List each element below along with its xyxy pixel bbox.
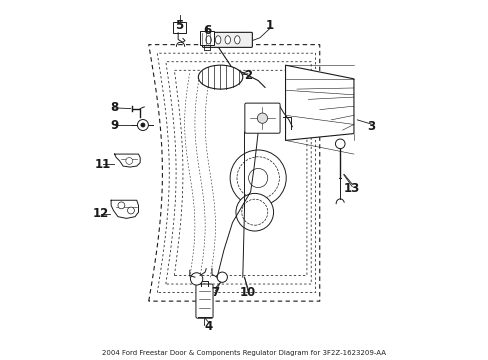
Text: 4: 4 (204, 320, 212, 333)
Circle shape (118, 202, 124, 209)
Text: 8: 8 (110, 102, 119, 114)
Circle shape (141, 123, 144, 127)
Circle shape (127, 207, 134, 214)
FancyBboxPatch shape (244, 103, 280, 133)
Ellipse shape (198, 65, 243, 89)
FancyBboxPatch shape (196, 284, 213, 318)
Text: 2004 Ford Freestar Door & Components Regulator Diagram for 3F2Z-1623209-AA: 2004 Ford Freestar Door & Components Reg… (102, 350, 386, 356)
Ellipse shape (205, 36, 211, 44)
Circle shape (236, 193, 273, 231)
Text: 12: 12 (93, 207, 109, 220)
Circle shape (335, 139, 345, 149)
Circle shape (257, 113, 267, 123)
FancyBboxPatch shape (199, 31, 214, 45)
Text: 1: 1 (265, 19, 274, 32)
Ellipse shape (224, 36, 230, 44)
Text: 7: 7 (211, 286, 219, 299)
Circle shape (125, 158, 132, 164)
Polygon shape (285, 65, 353, 140)
Ellipse shape (215, 36, 221, 44)
Circle shape (237, 157, 279, 199)
Text: 11: 11 (94, 158, 110, 171)
Text: 10: 10 (239, 286, 256, 299)
FancyBboxPatch shape (202, 32, 252, 48)
Text: 13: 13 (344, 182, 360, 195)
Circle shape (230, 150, 285, 206)
Circle shape (137, 120, 148, 130)
Text: 5: 5 (175, 19, 183, 32)
Text: 6: 6 (203, 24, 211, 37)
Circle shape (217, 272, 227, 282)
Text: 2: 2 (244, 69, 251, 82)
Circle shape (190, 273, 203, 285)
Circle shape (241, 199, 267, 225)
Circle shape (248, 168, 267, 188)
FancyBboxPatch shape (173, 22, 185, 33)
Text: 9: 9 (110, 118, 119, 131)
Ellipse shape (234, 36, 240, 44)
Text: 3: 3 (366, 120, 374, 133)
